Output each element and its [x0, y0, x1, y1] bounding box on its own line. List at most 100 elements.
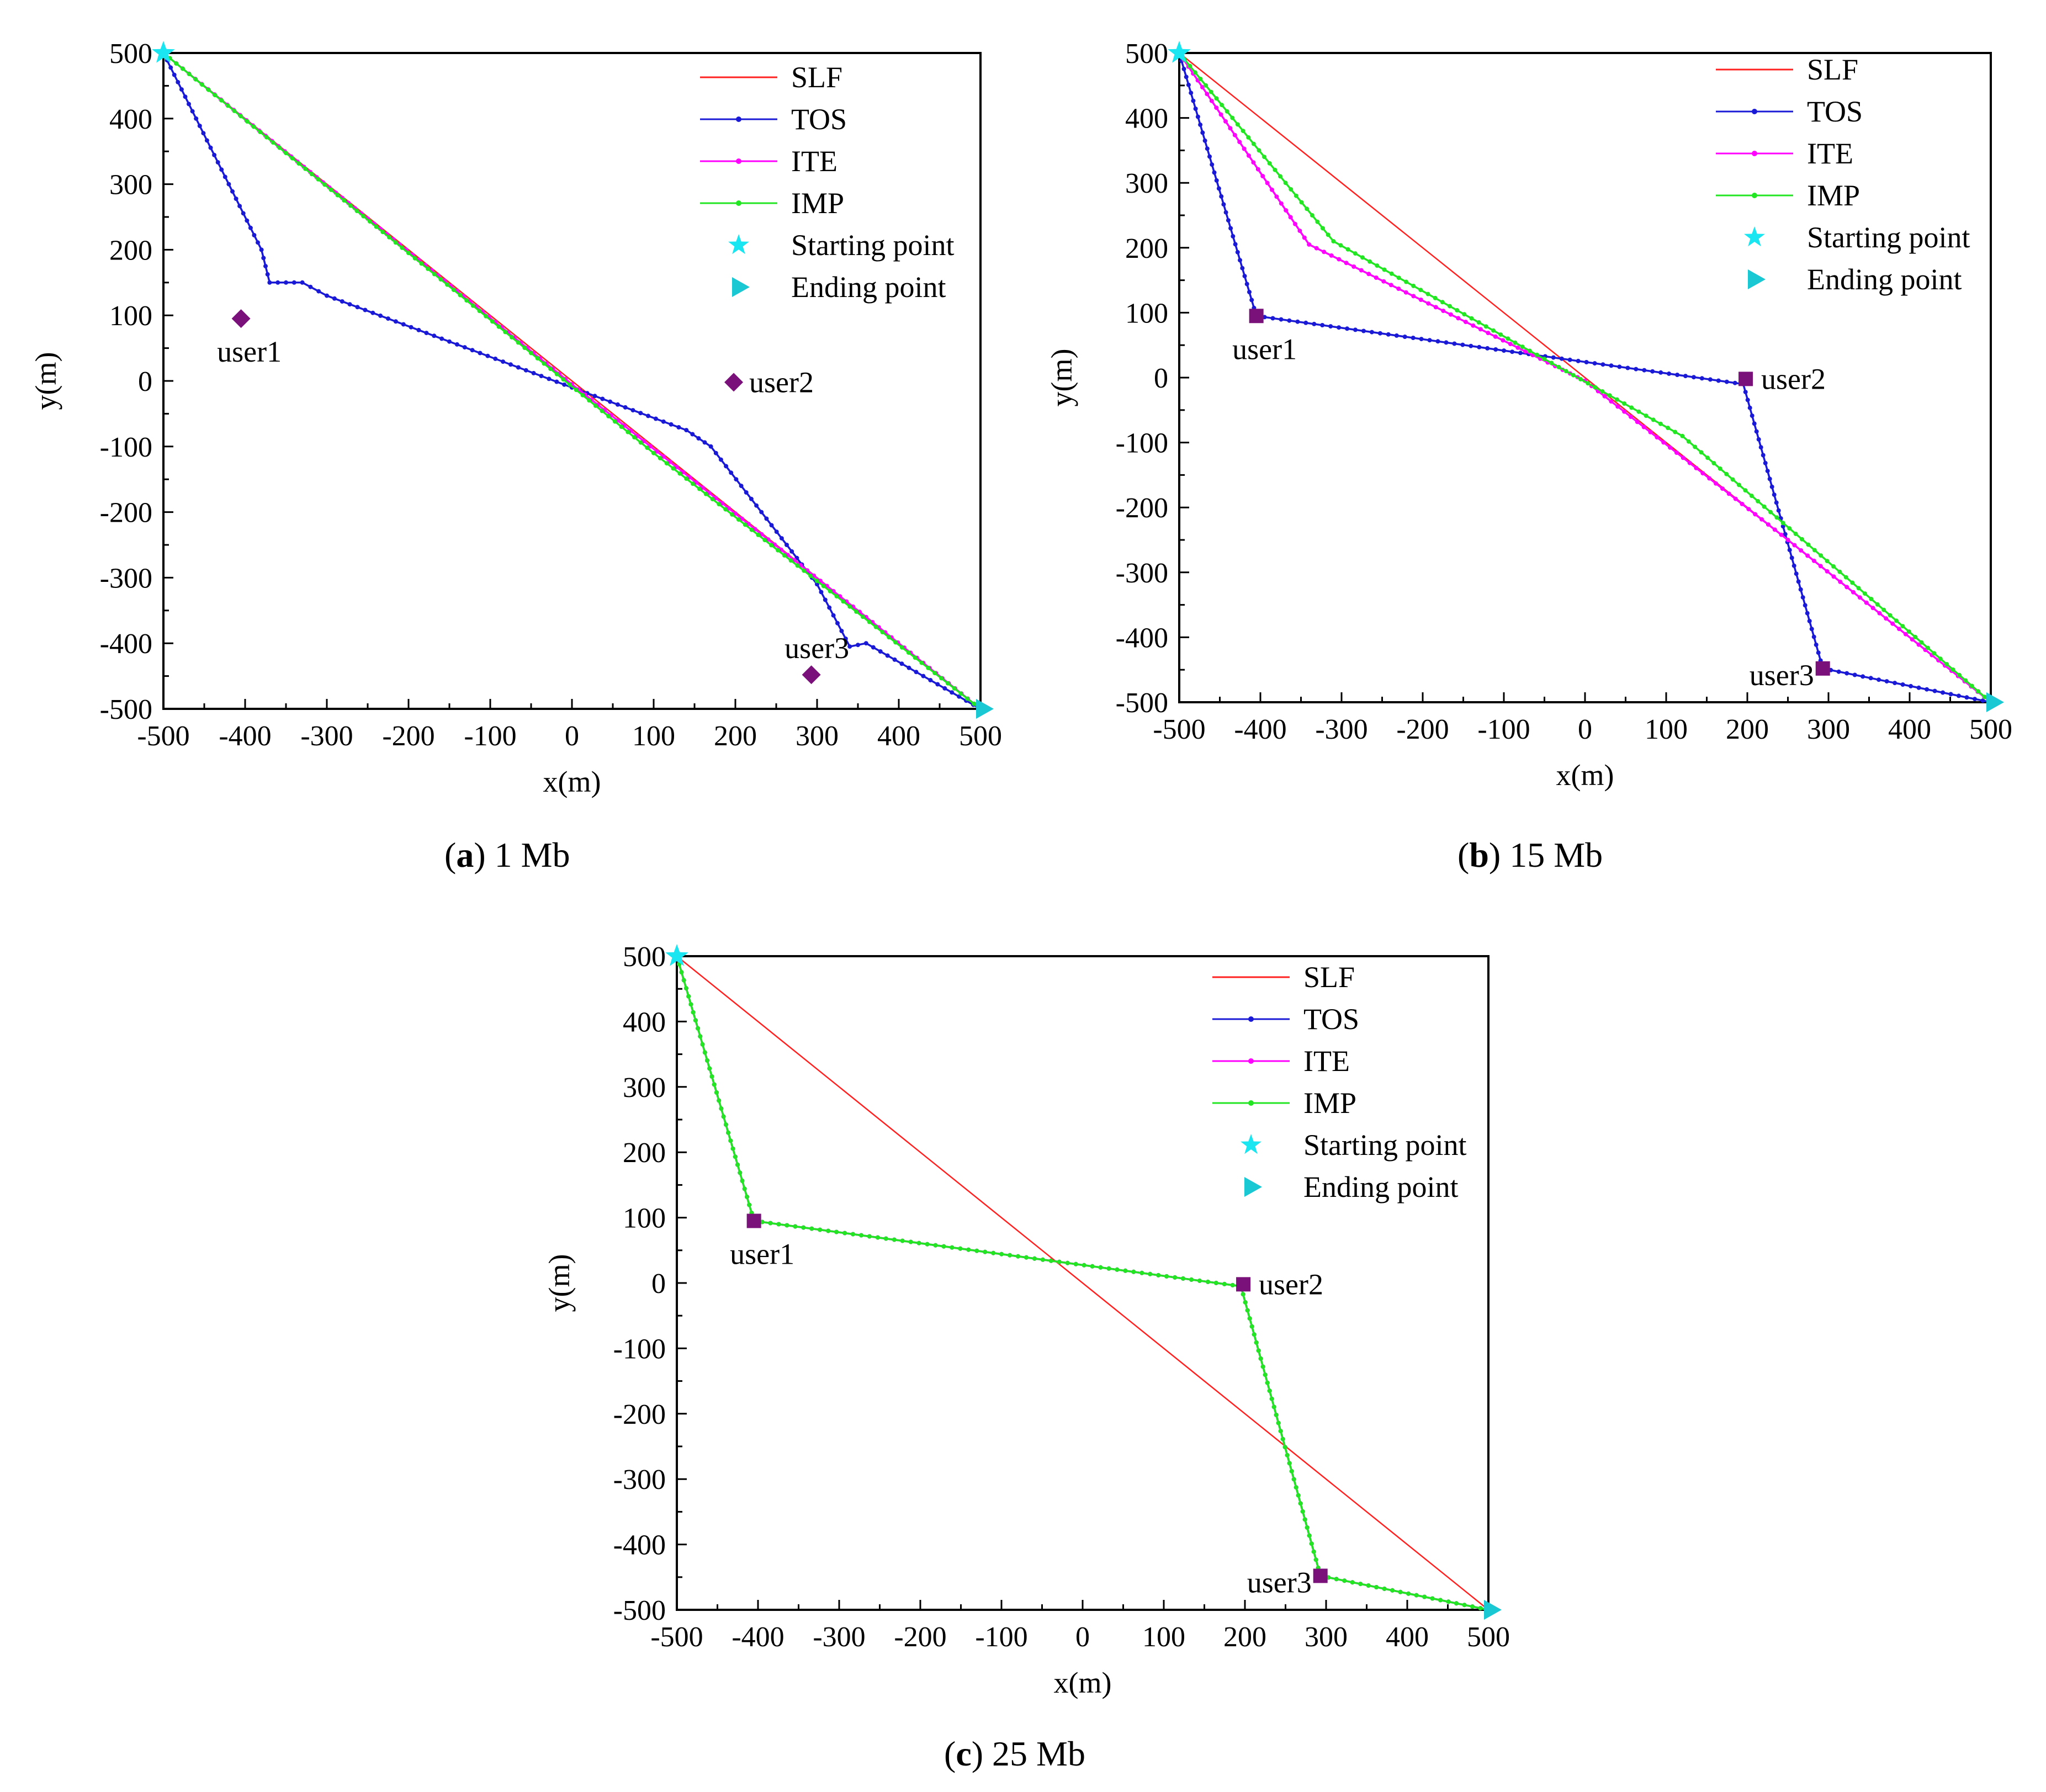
legend-label: Starting point [1807, 221, 1970, 254]
series-point-ite [1232, 132, 1237, 137]
series-point-imp [899, 645, 904, 650]
series-point-tos [1650, 369, 1655, 374]
series-point-tos [1761, 453, 1766, 458]
user2-label: user2 [1761, 362, 1826, 395]
series-point-ite [1307, 242, 1312, 247]
legend-start-marker [728, 234, 749, 255]
series-point-tos [1207, 154, 1212, 159]
series-point-tos [1249, 298, 1254, 303]
caption-b-open: ( [1457, 835, 1470, 874]
series-point-ite [1655, 435, 1660, 440]
series-point-imp [1506, 336, 1510, 341]
series-point-tos [1452, 341, 1457, 346]
series-point-tos [1683, 374, 1688, 379]
series-point-imp [719, 1106, 724, 1111]
y-tick-label: -400 [100, 628, 152, 660]
series-point-ite [1471, 323, 1476, 328]
series-point-imp [1313, 1557, 1318, 1562]
series-point-tos [1337, 325, 1342, 330]
x-tick-label: 0 [1578, 714, 1592, 745]
series-point-imp [1375, 263, 1380, 268]
series-point-tos [219, 167, 224, 172]
series-point-imp [1448, 304, 1452, 309]
legend-dot-ite [1248, 1058, 1254, 1064]
series-point-imp [1906, 629, 1911, 634]
x-tick-label: -500 [137, 720, 189, 752]
y-tick-label: 500 [1125, 38, 1168, 70]
legend-label: Ending point [1807, 263, 1962, 296]
series-point-tos [263, 264, 268, 269]
y-tick-label: -400 [1116, 622, 1168, 654]
y-tick-label: 100 [109, 300, 152, 332]
series-point-ite [1668, 445, 1673, 450]
series-point-tos [172, 72, 177, 77]
series-point-imp [451, 288, 456, 293]
legend-label: TOS [1303, 1003, 1359, 1036]
caption-a: (a) 1 Mb [444, 835, 570, 876]
series-point-imp [1345, 247, 1350, 252]
series-point-imp [941, 1244, 946, 1249]
legend-label: TOS [1807, 95, 1863, 128]
series-point-imp [638, 440, 643, 445]
series-point-imp [735, 1162, 740, 1167]
series-point-imp [1699, 450, 1704, 455]
series-point-imp [535, 356, 540, 360]
series-point-imp [1396, 275, 1401, 280]
series-point-imp [1774, 515, 1779, 520]
series-point-tos [531, 370, 536, 375]
series-point-tos [1752, 421, 1757, 426]
caption-c-text: 25 Mb [983, 1734, 1085, 1773]
series-point-tos [259, 247, 264, 252]
series-point-imp [1749, 494, 1754, 499]
caption-c-close: ) [971, 1734, 984, 1773]
series-point-imp [1382, 1586, 1387, 1591]
series-point-imp [721, 1114, 726, 1119]
series-point-tos [885, 653, 890, 658]
series-point-imp [703, 491, 708, 496]
series-point-imp [875, 1235, 880, 1240]
series-point-ite [1890, 621, 1895, 626]
series-point-tos [1228, 226, 1233, 231]
series-point-imp [1249, 1324, 1254, 1329]
series-point-tos [1567, 357, 1572, 362]
series-point-imp [854, 609, 858, 614]
series-point-tos [508, 362, 513, 367]
series-point-imp [1711, 461, 1716, 465]
legend-label: Starting point [1303, 1128, 1467, 1162]
legend-dot-tos [1248, 1016, 1254, 1022]
x-tick-label: 100 [632, 720, 675, 752]
series-point-tos [208, 145, 213, 150]
y-axis-label: y(m) [1045, 349, 1078, 407]
series-point-tos [485, 353, 490, 358]
series-point-tos [1328, 324, 1333, 329]
series-point-tos [1783, 532, 1788, 537]
series-point-tos [562, 382, 567, 387]
series-point-imp [730, 1146, 735, 1151]
user1-marker [1249, 309, 1264, 324]
series-point-ite [1661, 440, 1666, 445]
series-point-imp [958, 1246, 963, 1251]
series-point-imp [828, 589, 833, 593]
series-point-imp [776, 548, 780, 553]
user2-label: user2 [749, 365, 814, 399]
series-point-tos [724, 464, 729, 469]
series-point-imp [1360, 255, 1365, 260]
y-tick-label: 300 [109, 169, 152, 201]
series-point-ite [1501, 338, 1506, 343]
series-point-ite [1223, 119, 1228, 124]
series-point-imp [696, 1026, 701, 1031]
series-point-imp [1090, 1264, 1095, 1269]
series-point-imp [458, 293, 463, 298]
y-tick-label: -400 [613, 1530, 666, 1561]
series-point-imp [991, 1250, 996, 1255]
series-point-tos [1312, 321, 1317, 326]
y-tick-label: 300 [1125, 168, 1168, 199]
series-point-imp [740, 1178, 745, 1183]
series-point-imp [1057, 1259, 1062, 1264]
series-point-imp [181, 66, 185, 71]
series-point-imp [847, 604, 852, 609]
series-point-tos [1964, 695, 1969, 700]
series-point-imp [769, 543, 774, 548]
series-point-ite [1746, 507, 1751, 512]
series-point-tos [935, 682, 940, 687]
